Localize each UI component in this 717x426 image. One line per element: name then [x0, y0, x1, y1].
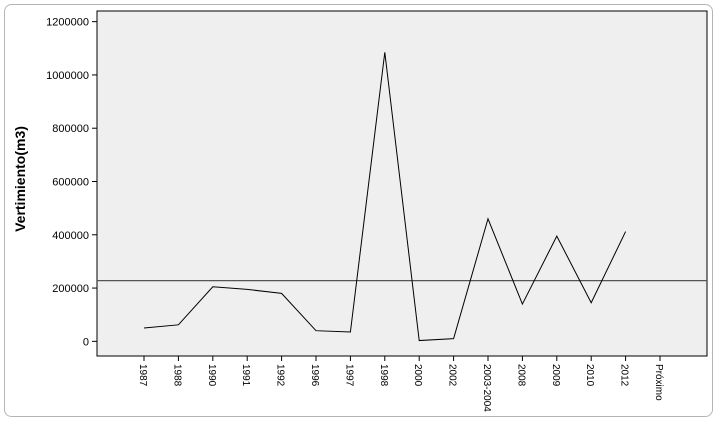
- data-point: [452, 337, 454, 339]
- y-axis: 0 200000 400000 600000 800000 1000000 1200000: [46, 17, 97, 348]
- data-point: [384, 51, 386, 53]
- y-tick-label: 0: [83, 336, 89, 348]
- data-point: [521, 303, 523, 305]
- data-point: [418, 339, 420, 341]
- x-tick-label: 2000: [412, 364, 423, 387]
- x-tick-label: 1988: [171, 364, 182, 387]
- x-axis: 1987 1988 1990 1991 1992 1996 1997 1998 2000 2002…: [137, 356, 664, 412]
- x-tick-label: 2010: [584, 364, 595, 387]
- x-tick-label: 1991: [240, 364, 251, 387]
- data-point: [556, 235, 558, 237]
- y-tick-label: 1000000: [46, 70, 89, 82]
- data-point: [246, 288, 248, 290]
- data-point: [177, 324, 179, 326]
- data-point: [487, 218, 489, 220]
- series-line: [143, 52, 627, 342]
- x-tick-label: 1990: [206, 364, 217, 387]
- x-tick-label: 1996: [309, 364, 320, 387]
- x-tick-label: 1987: [137, 364, 148, 387]
- y-axis-label: Vertimiento(m3): [12, 126, 28, 232]
- x-tick-label: 1992: [275, 364, 286, 387]
- series-layer: [143, 51, 627, 342]
- x-tick-label: 2009: [550, 364, 561, 387]
- y-tick-label: 800000: [52, 123, 89, 135]
- data-point: [280, 292, 282, 294]
- plot-area: [96, 10, 708, 357]
- data-point: [315, 329, 317, 331]
- x-tick-label: 1998: [378, 364, 389, 387]
- x-tick-label: 1997: [343, 364, 354, 387]
- x-tick-label: Próximo: [653, 364, 664, 401]
- data-point: [143, 327, 145, 329]
- x-tick-label: 2003-2004: [481, 364, 492, 412]
- data-point: [590, 302, 592, 304]
- data-point: [212, 286, 214, 288]
- data-point: [349, 331, 351, 333]
- y-tick-label: 1200000: [46, 17, 89, 29]
- x-tick-label: 2002: [447, 364, 458, 387]
- y-tick-label: 600000: [52, 177, 89, 189]
- y-tick-label: 200000: [52, 283, 89, 295]
- y-tick-label: 400000: [52, 230, 89, 242]
- data-point: [624, 230, 626, 232]
- x-tick-label: 2012: [619, 364, 630, 387]
- x-tick-label: 2008: [515, 364, 526, 387]
